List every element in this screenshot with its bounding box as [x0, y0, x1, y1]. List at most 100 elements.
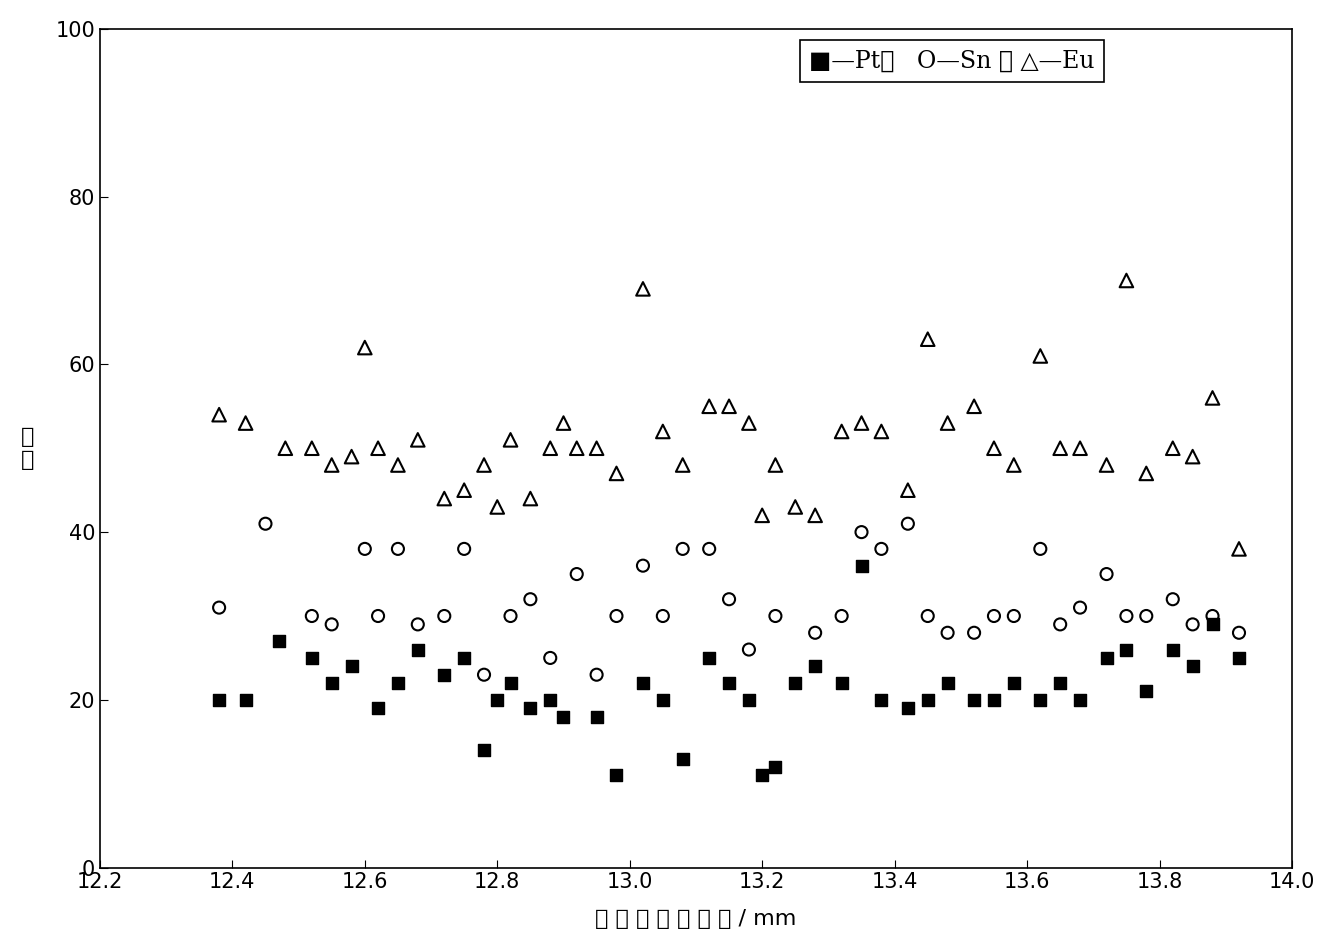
Point: [1069, 441, 1090, 456]
Point: [520, 701, 541, 716]
Point: [1003, 675, 1025, 691]
Point: [699, 542, 720, 557]
X-axis label: 剪 面 沿 直 径 坐 标 / mm: 剪 面 沿 直 径 坐 标 / mm: [596, 909, 796, 929]
Point: [983, 608, 1005, 623]
Point: [354, 542, 375, 557]
Point: [587, 667, 608, 682]
Point: [473, 667, 494, 682]
Point: [937, 675, 958, 691]
Point: [916, 608, 938, 623]
Point: [235, 693, 257, 708]
Point: [553, 709, 574, 724]
Point: [208, 408, 230, 423]
Point: [540, 693, 561, 708]
Point: [751, 507, 772, 522]
Point: [1116, 642, 1137, 657]
Point: [1116, 273, 1137, 288]
Point: [321, 457, 342, 472]
Point: [387, 457, 409, 472]
Point: [652, 424, 673, 439]
Point: [520, 592, 541, 607]
Point: [739, 642, 760, 657]
Point: [1202, 390, 1224, 406]
Point: [453, 483, 474, 498]
Point: [275, 441, 297, 456]
Point: [1162, 441, 1184, 456]
Point: [341, 658, 362, 674]
Point: [1228, 651, 1249, 666]
Point: [321, 675, 342, 691]
Point: [208, 693, 230, 708]
Point: [453, 542, 474, 557]
Point: [963, 399, 985, 414]
Point: [804, 625, 826, 640]
Point: [407, 432, 429, 447]
Point: [407, 642, 429, 657]
Point: [652, 608, 673, 623]
Point: [434, 491, 456, 506]
Point: [1182, 617, 1204, 632]
Point: [831, 424, 852, 439]
Point: [486, 693, 508, 708]
Point: [553, 415, 574, 430]
Point: [983, 441, 1005, 456]
Point: [784, 500, 806, 515]
Point: [739, 693, 760, 708]
Point: [672, 751, 693, 767]
Point: [963, 625, 985, 640]
Point: [500, 432, 521, 447]
Point: [367, 441, 389, 456]
Point: [804, 507, 826, 522]
Point: [1162, 592, 1184, 607]
Point: [1202, 617, 1224, 632]
Point: [672, 457, 693, 472]
Text: ■—Pt；   O—Sn ： △—Eu: ■—Pt； O—Sn ： △—Eu: [810, 49, 1094, 73]
Point: [1116, 608, 1137, 623]
Point: [871, 693, 892, 708]
Point: [1182, 449, 1204, 465]
Point: [1182, 658, 1204, 674]
Point: [208, 600, 230, 616]
Y-axis label: 计
数: 计 数: [21, 427, 35, 470]
Point: [587, 709, 608, 724]
Point: [632, 558, 653, 573]
Point: [898, 483, 919, 498]
Point: [605, 466, 627, 481]
Point: [235, 415, 257, 430]
Point: [486, 500, 508, 515]
Point: [1228, 625, 1249, 640]
Point: [1096, 457, 1117, 472]
Point: [831, 675, 852, 691]
Point: [566, 566, 588, 581]
Point: [1136, 684, 1157, 699]
Point: [764, 608, 786, 623]
Point: [764, 457, 786, 472]
Point: [719, 675, 740, 691]
Point: [321, 617, 342, 632]
Point: [1096, 651, 1117, 666]
Point: [632, 281, 653, 296]
Point: [1003, 608, 1025, 623]
Point: [387, 675, 409, 691]
Point: [1136, 466, 1157, 481]
Point: [301, 441, 322, 456]
Point: [831, 608, 852, 623]
Point: [1050, 617, 1071, 632]
Point: [672, 542, 693, 557]
Point: [739, 415, 760, 430]
Point: [387, 542, 409, 557]
Point: [983, 693, 1005, 708]
Point: [937, 415, 958, 430]
Point: [1030, 542, 1051, 557]
Point: [453, 651, 474, 666]
Point: [871, 542, 892, 557]
Point: [963, 693, 985, 708]
Point: [434, 608, 456, 623]
Point: [605, 608, 627, 623]
Point: [851, 558, 872, 573]
Point: [1136, 608, 1157, 623]
Point: [1050, 441, 1071, 456]
Point: [1050, 675, 1071, 691]
Point: [1162, 642, 1184, 657]
Point: [784, 675, 806, 691]
